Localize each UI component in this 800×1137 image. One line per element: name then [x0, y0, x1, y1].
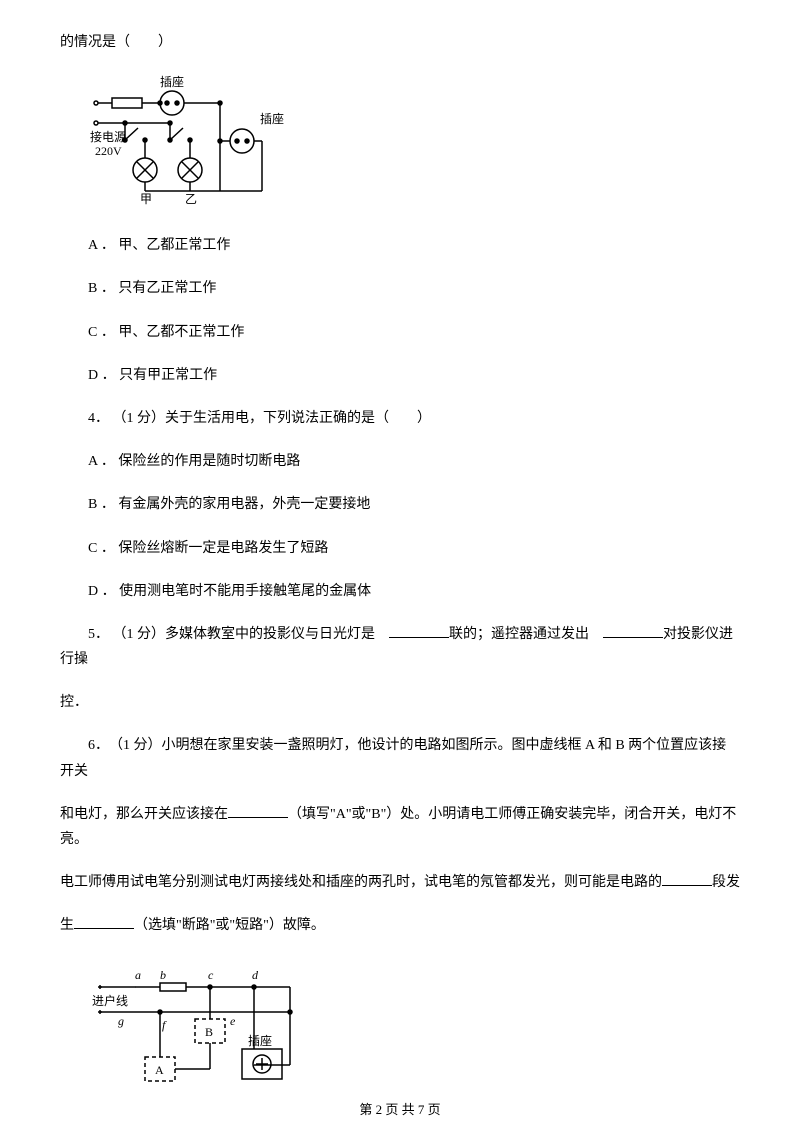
- svg-text:d: d: [252, 968, 259, 982]
- q6-l4-post: （选填"断路"或"短路"）故障。: [134, 918, 325, 933]
- svg-text:e: e: [230, 1014, 236, 1028]
- q3-intro: 的情况是（ ）: [60, 30, 740, 55]
- svg-text:接电源: 接电源: [90, 129, 126, 144]
- footer-pre: 第: [359, 1102, 375, 1117]
- svg-text:b: b: [160, 968, 166, 982]
- q4-option-c: C ． 保险丝熔断一定是电路发生了短路: [60, 536, 740, 561]
- svg-text:甲: 甲: [140, 192, 152, 206]
- q5-stem: 5． （1 分）多媒体教室中的投影仪与日光灯是 联的；遥控器通过发出 对投影仪进…: [60, 622, 740, 672]
- figure-2: a b c d e f g 进户线 A B 插座: [90, 957, 740, 1097]
- q5-blank-1: [389, 622, 449, 637]
- q5-blank-2: [603, 622, 663, 637]
- q4-option-d: D ． 使用测电笔时不能用手接触笔尾的金属体: [60, 579, 740, 604]
- q3-option-c: C ． 甲、乙都不正常工作: [60, 320, 740, 345]
- q6-l3-post: 段发: [712, 875, 740, 890]
- q4-stem: 4． （1 分）关于生活用电，下列说法正确的是（ ）: [60, 406, 740, 431]
- svg-text:f: f: [162, 1018, 167, 1032]
- q3-option-b: B ． 只有乙正常工作: [60, 276, 740, 301]
- q3-option-a: A ． 甲、乙都正常工作: [60, 233, 740, 258]
- q4-option-a: A ． 保险丝的作用是随时切断电路: [60, 449, 740, 474]
- q6-l2-pre: 和电灯，那么开关应该接在: [60, 807, 228, 822]
- q6-blank-3: [74, 914, 134, 929]
- q5-pre: 5． （1 分）多媒体教室中的投影仪与日光灯是: [88, 627, 389, 642]
- svg-text:进户线: 进户线: [92, 993, 128, 1008]
- footer-post: 页: [424, 1102, 440, 1117]
- svg-text:g: g: [118, 1014, 124, 1028]
- q6-blank-1: [228, 802, 288, 817]
- svg-text:220V: 220V: [95, 144, 122, 158]
- q3-option-d: D ． 只有甲正常工作: [60, 363, 740, 388]
- svg-text:插座: 插座: [160, 74, 184, 89]
- q4-option-b: B ． 有金属外壳的家用电器，外壳一定要接地: [60, 492, 740, 517]
- q5-line2: 控．: [60, 690, 740, 715]
- svg-text:a: a: [135, 968, 141, 982]
- figure-1: 插座 插座 接电源 220V 甲 乙: [90, 73, 740, 213]
- footer-mid: 页 共: [382, 1102, 418, 1117]
- svg-text:c: c: [208, 968, 214, 982]
- q6-blank-2: [662, 871, 712, 886]
- circuit-2-svg: a b c d e f g 进户线 A B 插座: [90, 957, 330, 1097]
- svg-text:插座: 插座: [260, 111, 284, 126]
- q5-mid: 联的；遥控器通过发出: [449, 627, 603, 642]
- page-footer: 第 2 页 共 7 页: [0, 1098, 800, 1121]
- q6-line2: 和电灯，那么开关应该接在（填写"A"或"B"）处。小明请电工师傅正确安装完毕，闭…: [60, 802, 740, 852]
- svg-text:乙: 乙: [185, 192, 197, 206]
- circuit-1-svg: 插座 插座 接电源 220V 甲 乙: [90, 73, 300, 213]
- svg-text:A: A: [155, 1063, 164, 1077]
- q6-line1: 6． （1 分）小明想在家里安装一盏照明灯，他设计的电路如图所示。图中虚线框 A…: [60, 733, 740, 783]
- svg-text:B: B: [205, 1025, 213, 1039]
- q6-l4-pre: 生: [60, 918, 74, 933]
- q6-line3: 电工师傅用试电笔分别测试电灯两接线处和插座的两孔时，试电笔的氖管都发光，则可能是…: [60, 870, 740, 895]
- q6-l3-pre: 电工师傅用试电笔分别测试电灯两接线处和插座的两孔时，试电笔的氖管都发光，则可能是…: [60, 875, 662, 890]
- q6-line4: 生 （选填"断路"或"短路"）故障。: [60, 913, 740, 938]
- svg-text:插座: 插座: [248, 1033, 272, 1048]
